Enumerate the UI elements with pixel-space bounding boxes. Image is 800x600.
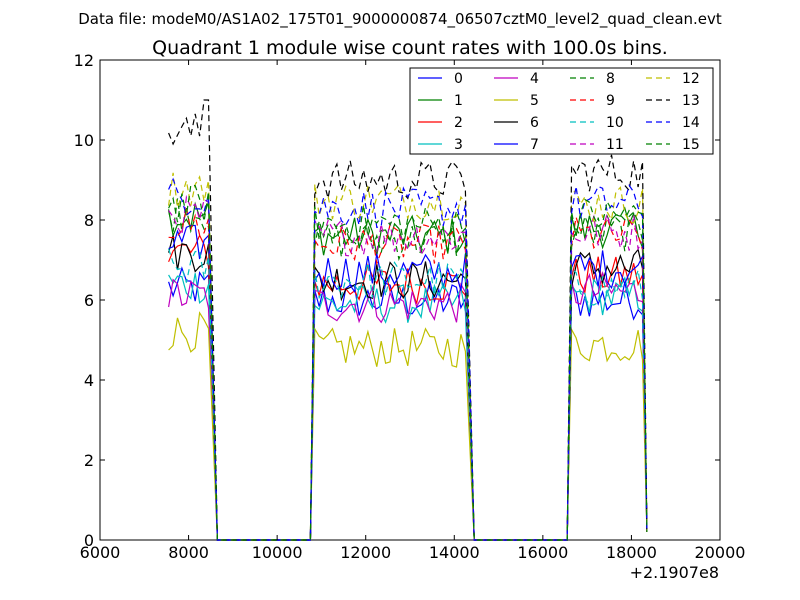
legend-label: 11 (606, 137, 624, 153)
x-axis: 6000 8000 10000 12000 14000 16000 18000 20000 (80, 60, 746, 562)
series-line-8 (168, 198, 648, 541)
legend-label: 3 (454, 137, 463, 153)
x-offset-label: +2.1907e8 (630, 563, 719, 582)
legend-label: 5 (530, 93, 539, 109)
x-tick-label: 20000 (695, 543, 746, 562)
legend-label: 7 (530, 137, 539, 153)
legend-label: 14 (682, 115, 700, 131)
y-tick-label: 12 (74, 51, 94, 70)
legend-label: 15 (682, 137, 700, 153)
y-tick-label: 6 (84, 291, 94, 310)
y-tick-label: 0 (84, 531, 94, 550)
plot-lines (168, 99, 648, 541)
legend-label: 8 (606, 71, 615, 87)
chart-suptitle: Data file: modeM0/AS1A02_175T01_90000008… (78, 10, 722, 29)
x-tick-label: 14000 (429, 543, 480, 562)
legend-label: 2 (454, 115, 463, 131)
x-tick-label: 10000 (252, 543, 303, 562)
chart-title: Quadrant 1 module wise count rates with … (152, 37, 668, 59)
x-tick-label: 12000 (340, 543, 391, 562)
legend-label: 10 (606, 115, 624, 131)
x-tick-label: 8000 (168, 543, 209, 562)
x-tick-label: 6000 (80, 543, 121, 562)
legend-label: 6 (530, 115, 539, 131)
legend-label: 0 (454, 71, 463, 87)
y-tick-label: 10 (74, 131, 94, 150)
legend-label: 1 (454, 93, 463, 109)
y-tick-label: 4 (84, 371, 94, 390)
y-tick-label: 8 (84, 211, 94, 230)
legend-label: 12 (682, 71, 700, 87)
legend-label: 13 (682, 93, 700, 109)
series-line-14 (168, 177, 648, 541)
legend-label: 9 (606, 93, 615, 109)
x-tick-label: 18000 (606, 543, 657, 562)
x-tick-label: 16000 (517, 543, 568, 562)
series-line-13 (168, 99, 648, 541)
legend-label: 4 (530, 71, 539, 87)
series-line-15 (168, 184, 648, 541)
y-tick-label: 2 (84, 451, 94, 470)
legend-box (409, 67, 714, 155)
